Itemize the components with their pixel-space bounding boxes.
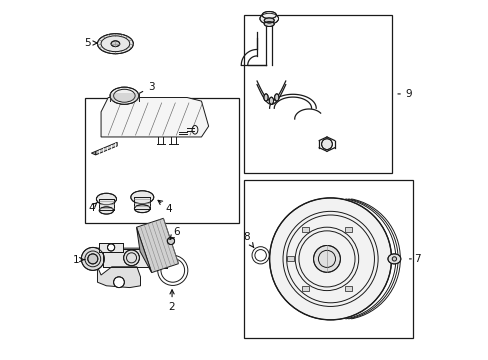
- Text: 7: 7: [408, 254, 420, 264]
- Polygon shape: [136, 218, 178, 273]
- Ellipse shape: [96, 193, 116, 205]
- Ellipse shape: [264, 94, 267, 101]
- Text: 5: 5: [84, 38, 97, 48]
- Bar: [156, 248, 167, 268]
- Circle shape: [269, 198, 391, 320]
- Circle shape: [107, 244, 115, 251]
- Circle shape: [313, 246, 340, 272]
- Bar: [102, 249, 158, 267]
- Bar: [301, 227, 308, 232]
- Bar: [286, 256, 293, 261]
- Text: 4: 4: [88, 202, 97, 213]
- Bar: [244, 180, 412, 338]
- Polygon shape: [136, 227, 151, 273]
- Bar: [99, 243, 122, 252]
- Bar: [156, 248, 167, 268]
- Bar: [99, 199, 113, 211]
- Text: 4: 4: [158, 201, 172, 214]
- Text: 8: 8: [243, 232, 253, 248]
- Polygon shape: [101, 98, 208, 137]
- Ellipse shape: [262, 12, 276, 19]
- Circle shape: [391, 257, 396, 261]
- Polygon shape: [91, 151, 96, 155]
- Ellipse shape: [110, 87, 139, 104]
- Ellipse shape: [134, 205, 150, 213]
- Bar: [301, 286, 308, 291]
- Ellipse shape: [387, 254, 400, 264]
- Ellipse shape: [264, 18, 274, 23]
- Text: 9: 9: [397, 89, 412, 99]
- Ellipse shape: [264, 22, 274, 27]
- Polygon shape: [97, 267, 140, 288]
- Bar: [102, 249, 158, 267]
- Bar: [99, 199, 113, 211]
- Text: 1: 1: [73, 255, 84, 265]
- Bar: [134, 197, 150, 209]
- Circle shape: [321, 139, 332, 149]
- Circle shape: [113, 277, 124, 288]
- Circle shape: [123, 250, 139, 266]
- Ellipse shape: [260, 13, 278, 24]
- Bar: [134, 197, 150, 209]
- Text: 6: 6: [169, 227, 179, 239]
- Circle shape: [81, 247, 104, 270]
- Bar: [85, 98, 239, 223]
- Ellipse shape: [99, 207, 113, 214]
- Bar: [344, 286, 351, 291]
- Ellipse shape: [97, 34, 133, 54]
- Text: 2: 2: [168, 290, 175, 312]
- Ellipse shape: [274, 94, 278, 101]
- Bar: [244, 15, 391, 173]
- Polygon shape: [96, 142, 117, 155]
- Text: 3: 3: [139, 82, 154, 93]
- Bar: [99, 243, 122, 252]
- Ellipse shape: [269, 97, 273, 104]
- Circle shape: [88, 254, 98, 264]
- Bar: [344, 227, 351, 232]
- Polygon shape: [92, 248, 169, 268]
- Ellipse shape: [131, 191, 153, 204]
- Circle shape: [167, 237, 174, 244]
- Ellipse shape: [111, 41, 120, 46]
